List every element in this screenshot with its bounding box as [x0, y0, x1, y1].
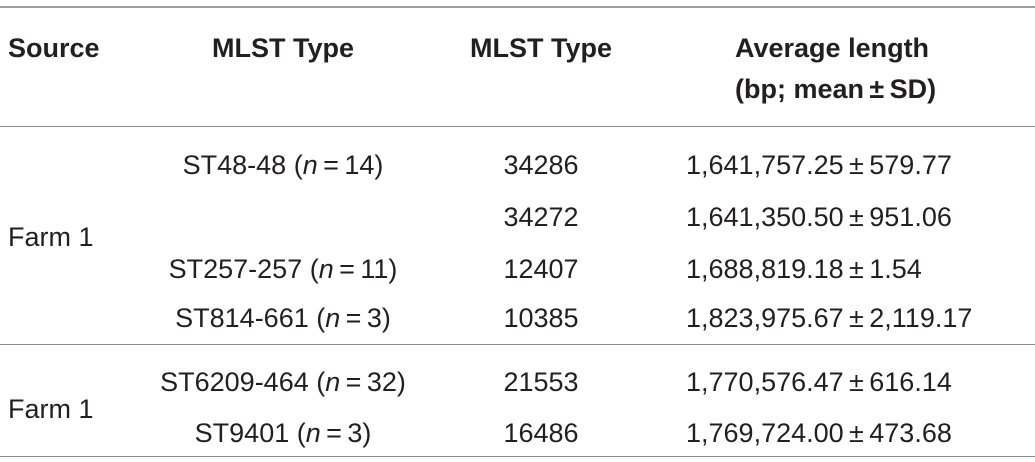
average-length-cell: 1,641,350.50 ± 951.06: [686, 202, 952, 232]
average-length-cell: 1,823,975.67 ± 2,119.17: [686, 303, 973, 333]
mlst-type-cell: ST257-257 (n = 11): [168, 254, 398, 284]
table-top-rule: [0, 6, 1035, 8]
mlst-number-cell: 16486: [503, 418, 579, 448]
mlst-type-cell: ST48-48 (n = 14): [182, 150, 384, 180]
group-divider-rule: [0, 344, 1035, 345]
average-length-cell: 1,770,576.47 ± 616.14: [686, 367, 952, 397]
mlst-type-cell: ST9401 (n = 3): [194, 418, 372, 448]
header-source: Source: [8, 33, 100, 63]
group-1-source: Farm 1: [8, 222, 94, 252]
mlst-number-cell: 10385: [503, 303, 579, 333]
mlst-type-cell: ST814-661 (n = 3): [175, 303, 391, 333]
average-length-cell: 1,688,819.18 ± 1.54: [686, 254, 922, 284]
average-length-cell: 1,769,724.00 ± 473.68: [686, 418, 952, 448]
mlst-number-cell: 12407: [503, 254, 579, 284]
mlst-number-cell: 34272: [503, 202, 579, 232]
group-2-source: Farm 1: [8, 394, 94, 424]
mlst-number-cell: 34286: [503, 150, 579, 180]
header-average-length: Average length: [735, 33, 930, 63]
header-rule: [0, 126, 1035, 127]
table-bottom-rule: [0, 456, 1035, 457]
mlst-number-cell: 21553: [503, 367, 579, 397]
mlst-type-cell: ST6209-464 (n = 32): [160, 367, 406, 397]
header-mlst-type-1: MLST Type: [211, 33, 354, 63]
average-length-cell: 1,641,757.25 ± 579.77: [686, 150, 952, 180]
header-average-length-units: (bp; mean ± SD): [735, 74, 937, 104]
header-mlst-type-2: MLST Type: [469, 33, 612, 63]
